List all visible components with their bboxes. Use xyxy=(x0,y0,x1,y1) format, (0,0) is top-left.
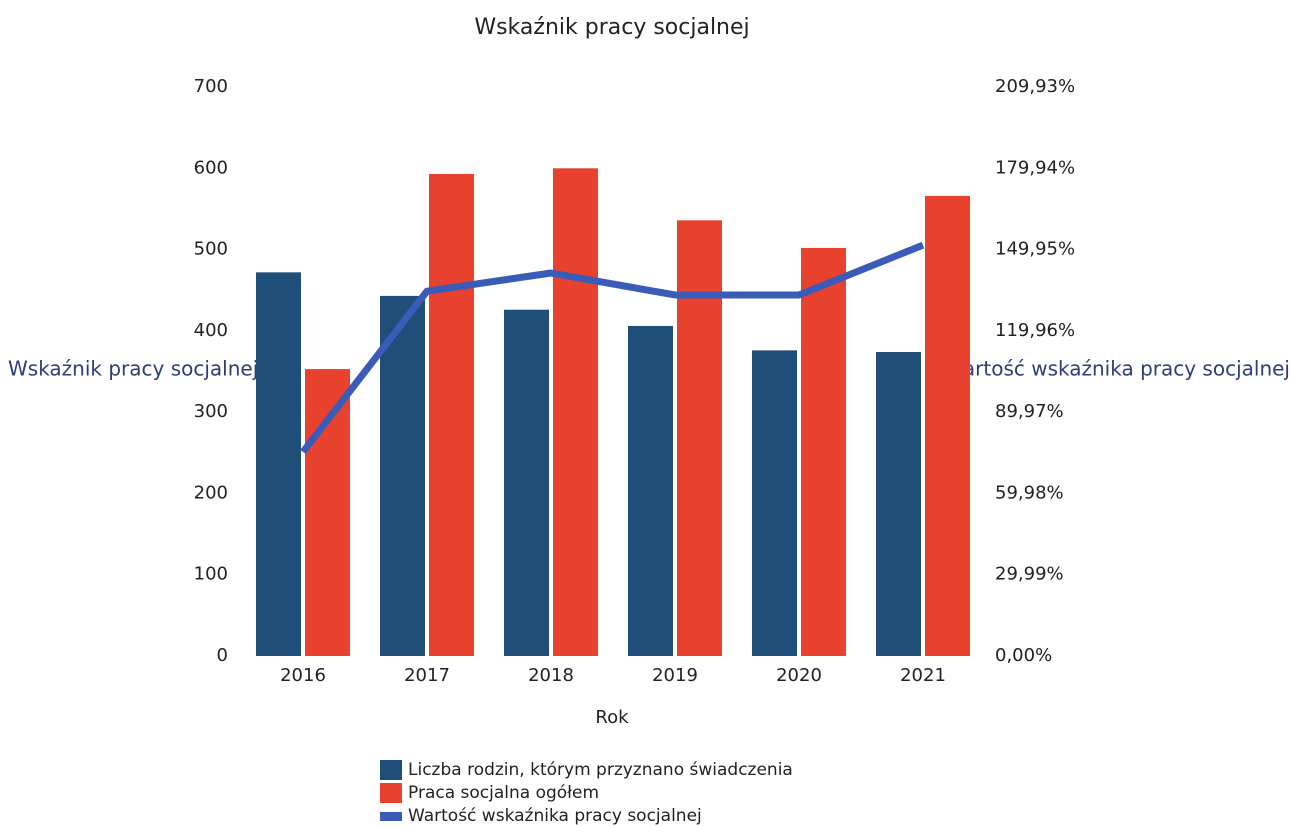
bar xyxy=(628,325,673,656)
bar xyxy=(752,350,797,656)
legend-label: Liczba rodzin, którym przyznano świadcze… xyxy=(408,760,793,780)
y2-tick-label: 0,00% xyxy=(995,645,1052,666)
legend-swatch xyxy=(380,812,402,821)
y2-tick-label: 89,97% xyxy=(995,401,1064,422)
bar xyxy=(380,295,425,656)
legend-swatch xyxy=(380,783,402,803)
y2-tick-label: 179,94% xyxy=(995,157,1075,178)
bar xyxy=(256,272,301,656)
y-tick-label: 100 xyxy=(194,564,228,585)
line xyxy=(300,241,925,455)
bar xyxy=(677,220,722,656)
bar xyxy=(429,173,474,656)
x-tick-label: 2019 xyxy=(652,665,698,686)
y-tick-label: 700 xyxy=(194,76,228,97)
y2-tick-label: 29,99% xyxy=(995,564,1064,585)
legend-swatch xyxy=(380,760,402,780)
y-tick-label: 300 xyxy=(194,401,228,422)
bar xyxy=(925,195,970,656)
y2-axis-title: Wartość wskaźnika pracy socjalnej xyxy=(944,357,1290,381)
x-tick-label: 2018 xyxy=(528,665,574,686)
y-tick-label: 400 xyxy=(194,320,228,341)
bar xyxy=(553,168,598,657)
bar xyxy=(801,247,846,656)
y-tick-label: 200 xyxy=(194,482,228,503)
y-tick-label: 0 xyxy=(217,645,228,666)
bar xyxy=(504,309,549,656)
bar xyxy=(305,369,350,656)
y2-tick-label: 119,96% xyxy=(995,320,1075,341)
legend-label: Praca socjalna ogółem xyxy=(408,783,599,803)
x-tick-label: 2017 xyxy=(404,665,450,686)
y2-tick-label: 149,95% xyxy=(995,239,1075,260)
chart-title: Wskaźnik pracy socjalnej xyxy=(474,15,749,40)
y-axis-title: Wskaźnik pracy socjalnej xyxy=(8,357,258,381)
x-axis-title: Rok xyxy=(595,707,629,728)
y-tick-label: 600 xyxy=(194,157,228,178)
x-tick-label: 2021 xyxy=(900,665,946,686)
bar xyxy=(876,351,921,656)
x-tick-label: 2020 xyxy=(776,665,822,686)
y-tick-label: 500 xyxy=(194,239,228,260)
legend-label: Wartość wskaźnika pracy socjalnej xyxy=(408,806,702,826)
x-tick-label: 2016 xyxy=(280,665,326,686)
y2-tick-label: 59,98% xyxy=(995,482,1064,503)
y2-tick-label: 209,93% xyxy=(995,76,1075,97)
